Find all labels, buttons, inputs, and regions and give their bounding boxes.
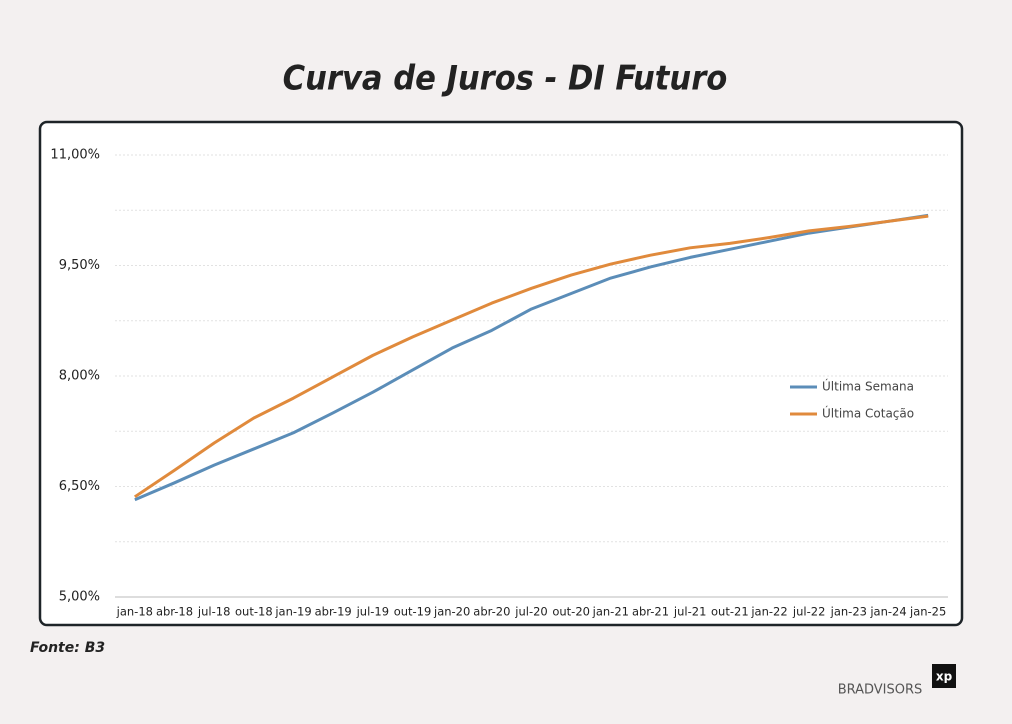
brand-logo: BRADVISORS <box>838 683 923 698</box>
legend-label: Última Cotação <box>822 406 914 421</box>
source: Fonte: B3 <box>30 640 105 656</box>
y-tick-label: 8,00% <box>59 369 100 384</box>
xp-logo: xp <box>936 670 953 684</box>
x-tick-label: out-19 <box>394 605 432 619</box>
x-tick-label: abr-20 <box>473 605 510 619</box>
x-tick-label: jul-21 <box>673 605 706 619</box>
x-tick-label: jan-24 <box>869 605 906 619</box>
x-tick-label: abr-19 <box>315 605 352 619</box>
x-tick-label: jul-19 <box>356 605 389 619</box>
x-tick-label: jul-18 <box>197 605 230 619</box>
x-tick-label: jan-18 <box>116 605 153 619</box>
x-tick-label: out-21 <box>711 605 749 619</box>
x-tick-label: jan-23 <box>830 605 867 619</box>
series-line <box>134 213 929 502</box>
x-tick-label: jan-21 <box>592 605 629 619</box>
x-tick-label: jan-22 <box>750 605 787 619</box>
y-tick-label: 11,00% <box>50 148 100 163</box>
x-tick-label: abr-18 <box>156 605 193 619</box>
x-tick-label: out-18 <box>235 605 273 619</box>
y-tick-label: 5,00% <box>59 590 100 605</box>
x-tick-label: jul-20 <box>514 605 547 619</box>
series-line <box>133 214 929 499</box>
x-tick-label: jan-19 <box>274 605 311 619</box>
legend-label: Última Semana <box>822 379 914 394</box>
x-tick-label: abr-21 <box>632 605 669 619</box>
x-tick-label: jan-20 <box>433 605 470 619</box>
xp-logo-box <box>932 664 956 688</box>
y-tick-label: 9,50% <box>59 258 100 273</box>
x-tick-label: jan-25 <box>909 605 946 619</box>
x-tick-label: out-20 <box>552 605 590 619</box>
chart-title: Curva de Juros - DI Futuro <box>283 59 728 99</box>
y-tick-label: 6,50% <box>59 479 100 494</box>
chart-frame <box>38 120 964 627</box>
x-tick-label: jul-22 <box>792 605 825 619</box>
